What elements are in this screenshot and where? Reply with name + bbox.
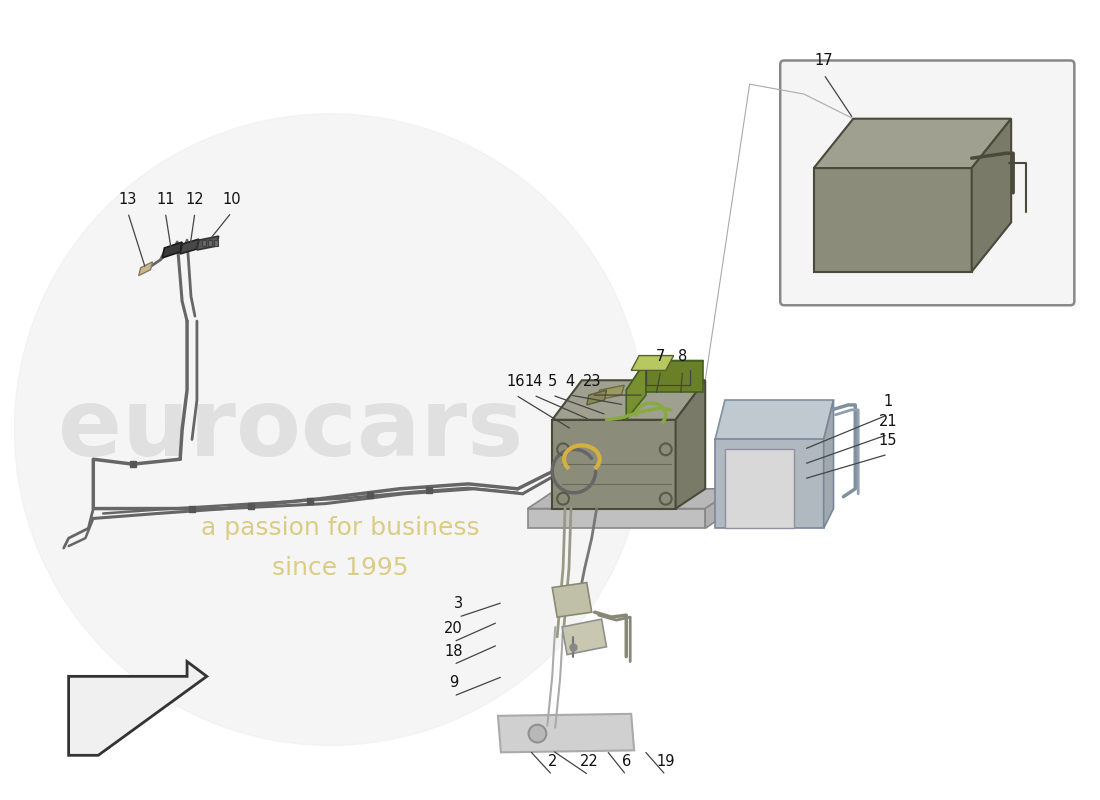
Polygon shape [814, 168, 971, 272]
Text: 14: 14 [525, 374, 542, 389]
Polygon shape [197, 236, 219, 250]
Text: 2: 2 [548, 754, 557, 769]
Text: 16: 16 [506, 374, 525, 389]
Text: 17: 17 [814, 54, 833, 68]
Polygon shape [163, 242, 183, 258]
Polygon shape [552, 380, 705, 420]
Text: 15: 15 [879, 434, 898, 448]
Polygon shape [586, 390, 606, 405]
Polygon shape [208, 240, 211, 246]
Text: 1: 1 [883, 394, 892, 409]
Text: 18: 18 [444, 643, 463, 658]
Polygon shape [68, 662, 207, 755]
Polygon shape [725, 450, 794, 528]
Text: 19: 19 [657, 754, 675, 769]
Polygon shape [498, 714, 635, 752]
Text: 20: 20 [444, 621, 463, 636]
Polygon shape [705, 489, 735, 528]
Text: 22: 22 [580, 754, 598, 769]
Polygon shape [675, 380, 705, 509]
Text: 5: 5 [548, 374, 557, 389]
Text: 8: 8 [678, 350, 688, 365]
Polygon shape [202, 240, 206, 246]
Polygon shape [562, 619, 606, 654]
Polygon shape [824, 400, 834, 528]
Polygon shape [646, 361, 703, 392]
Polygon shape [626, 361, 646, 420]
Polygon shape [631, 355, 673, 370]
Text: 23: 23 [583, 374, 601, 389]
Polygon shape [715, 400, 834, 439]
Circle shape [528, 725, 547, 742]
Text: 3: 3 [454, 596, 463, 611]
Polygon shape [814, 118, 1011, 168]
Polygon shape [213, 240, 218, 246]
Polygon shape [180, 239, 199, 254]
Polygon shape [552, 582, 592, 617]
Text: 12: 12 [186, 191, 205, 206]
Polygon shape [626, 361, 703, 390]
Polygon shape [14, 114, 646, 746]
Text: 13: 13 [119, 191, 138, 206]
Text: 6: 6 [621, 754, 631, 769]
Text: 11: 11 [156, 191, 175, 206]
Polygon shape [139, 262, 153, 276]
Text: eurocars: eurocars [58, 384, 524, 476]
Text: 10: 10 [222, 191, 241, 206]
Polygon shape [715, 439, 824, 528]
Polygon shape [596, 385, 625, 400]
Polygon shape [552, 420, 675, 509]
Polygon shape [528, 489, 735, 509]
Text: 4: 4 [565, 374, 574, 389]
Text: 9: 9 [449, 675, 459, 690]
Text: 7: 7 [656, 350, 666, 365]
Text: since 1995: since 1995 [272, 556, 408, 580]
Polygon shape [971, 118, 1011, 272]
Polygon shape [528, 509, 705, 528]
FancyBboxPatch shape [780, 61, 1075, 306]
Text: 21: 21 [879, 414, 898, 429]
Text: a passion for business: a passion for business [200, 516, 480, 540]
